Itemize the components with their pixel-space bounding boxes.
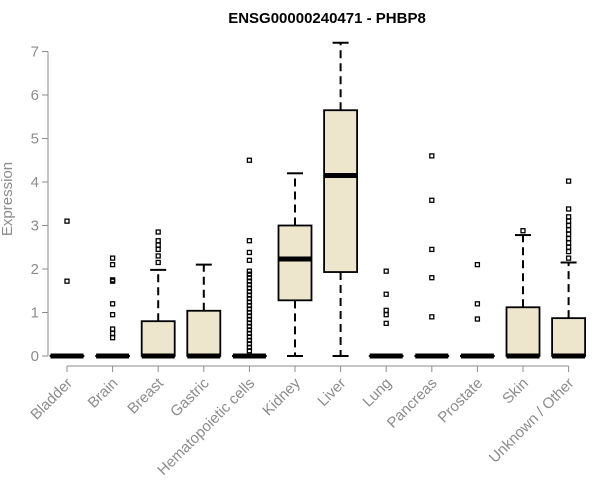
chart-title: ENSG00000240471 - PHBP8 — [228, 10, 426, 27]
box-hematopoietic-cells — [231, 157, 267, 359]
iqr-box — [505, 306, 541, 357]
outlier-point — [383, 320, 389, 327]
outlier-point — [109, 326, 116, 332]
outlier-point — [429, 275, 435, 281]
outlier-point — [246, 268, 253, 274]
box-unknown-other — [551, 178, 586, 359]
y-tick-label: 5 — [31, 131, 39, 148]
outlier-point — [565, 214, 572, 220]
outlier-point — [474, 301, 481, 307]
outlier-point — [109, 335, 116, 341]
box-liver — [323, 41, 359, 357]
outlier-point — [565, 255, 572, 261]
box-series — [49, 41, 586, 359]
outlier-point — [155, 238, 161, 244]
y-tick-label: 4 — [31, 174, 39, 191]
x-tick-label: Lung — [359, 375, 395, 411]
box-bladder — [49, 218, 85, 359]
box-brain — [95, 255, 130, 359]
outlier-point — [383, 291, 389, 297]
outlier-point — [155, 253, 161, 259]
outlier-point — [429, 197, 435, 203]
outlier-point — [246, 257, 253, 263]
outlier-point — [109, 277, 116, 283]
x-tick-label: Skin — [499, 375, 532, 408]
x-tick-label: Prostate — [435, 375, 487, 427]
x-tick-label: Liver — [314, 375, 349, 410]
box-skin — [505, 228, 541, 359]
box-kidney — [277, 172, 313, 357]
outlier-point — [246, 238, 253, 244]
x-tick-label: Brain — [85, 375, 122, 412]
outlier-point — [565, 244, 572, 250]
outlier-point — [383, 307, 389, 313]
outlier-point — [565, 227, 572, 233]
outlier-point — [520, 228, 526, 234]
outlier-point — [383, 268, 389, 274]
outlier-point — [246, 249, 253, 256]
x-tick-label: Pancreas — [384, 375, 441, 432]
iqr-box — [140, 320, 176, 357]
outlier-point — [64, 278, 70, 284]
outlier-point — [64, 218, 70, 224]
outlier-point — [383, 312, 389, 318]
x-tick-label: Breast — [124, 374, 167, 417]
outlier-point — [109, 261, 116, 268]
outlier-point — [565, 222, 572, 229]
outlier-point — [565, 231, 572, 237]
outlier-point — [155, 242, 161, 248]
outlier-point — [565, 178, 572, 184]
box-prostate — [459, 261, 495, 359]
outlier-point — [109, 312, 116, 318]
iqr-box — [551, 317, 586, 357]
iqr-box — [277, 224, 313, 302]
box-lung — [368, 268, 404, 359]
y-tick-label: 2 — [31, 261, 39, 278]
y-axis: 0 1 2 3 4 5 6 7 — [31, 44, 49, 365]
y-tick-label: 1 — [31, 305, 39, 322]
x-tick-label: Gastric — [167, 374, 213, 420]
x-tick-label: Unknown / Other — [486, 375, 578, 467]
outlier-point — [565, 248, 572, 255]
outlier-point — [565, 240, 572, 246]
outlier-point — [109, 330, 116, 337]
y-tick-label: 7 — [31, 44, 39, 61]
iqr-box — [186, 309, 222, 357]
outlier-point — [429, 246, 435, 253]
outlier-point — [155, 246, 161, 253]
y-tick-label: 3 — [31, 218, 39, 235]
x-tick-label: Bladder — [27, 375, 76, 424]
y-tick-label: 0 — [31, 348, 39, 365]
outlier-point — [109, 301, 116, 307]
outlier-point — [565, 235, 572, 242]
outlier-point — [565, 218, 572, 224]
outlier-point — [474, 261, 481, 268]
box-pancreas — [414, 153, 450, 359]
y-tick-label: 6 — [31, 87, 39, 104]
outlier-point — [474, 316, 481, 322]
outlier-point — [429, 153, 435, 159]
outlier-point — [246, 157, 253, 163]
outlier-point — [155, 259, 161, 266]
outlier-point — [429, 314, 435, 320]
x-tick-label: Kidney — [259, 374, 304, 419]
iqr-box — [323, 109, 359, 273]
box-breast — [140, 229, 176, 359]
outlier-point — [565, 206, 572, 212]
outlier-point — [109, 255, 116, 261]
outlier-point — [155, 229, 161, 235]
y-axis-label: Expression — [0, 162, 16, 236]
box-gastric — [186, 263, 222, 359]
outlier-point — [246, 271, 253, 277]
